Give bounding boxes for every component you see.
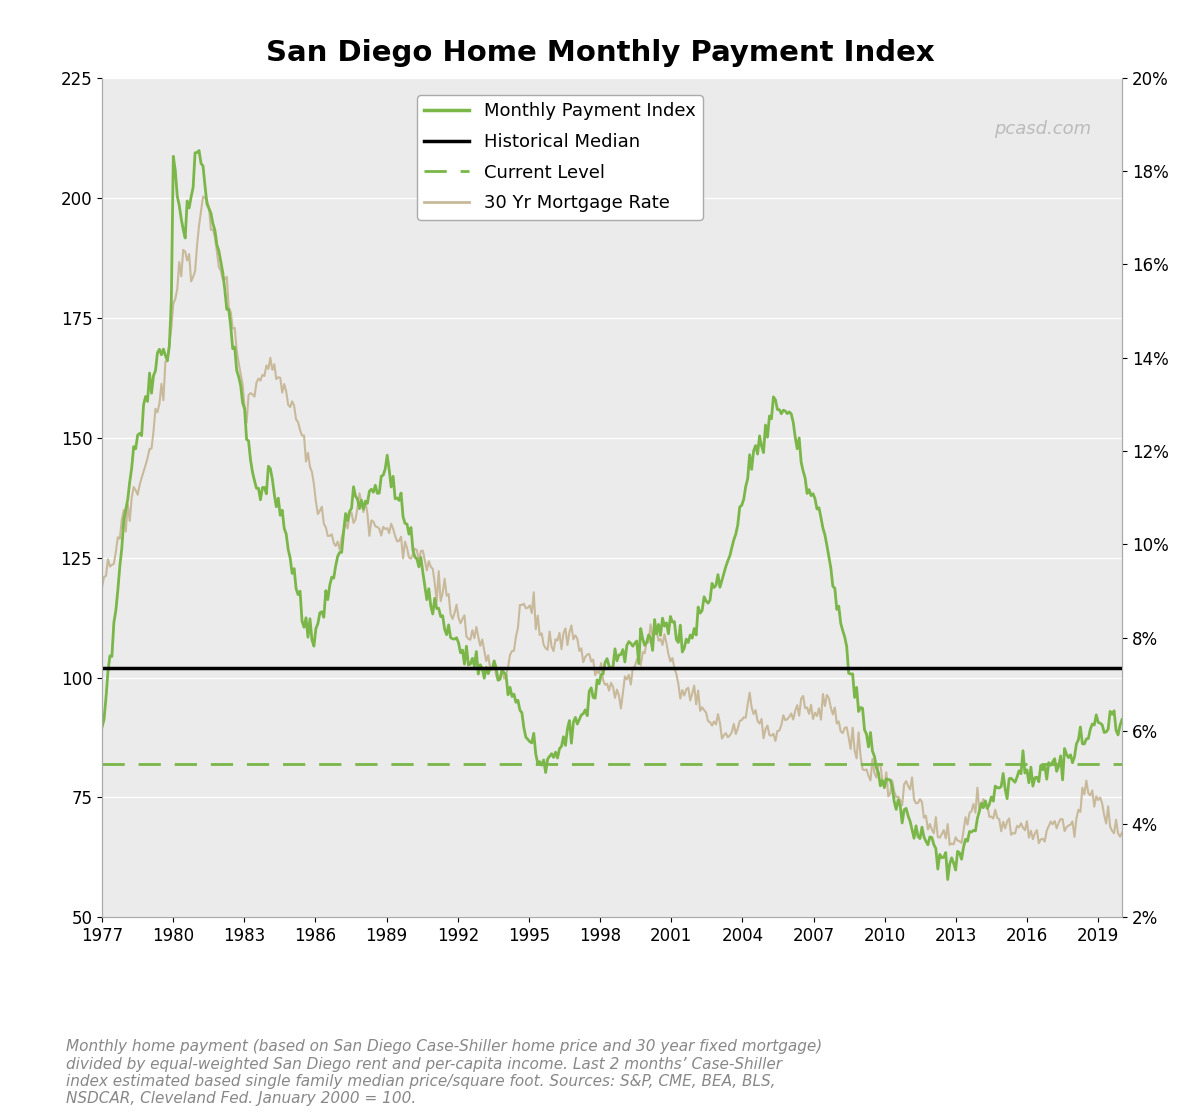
Legend: Monthly Payment Index, Historical Median, Current Level, 30 Yr Mortgage Rate: Monthly Payment Index, Historical Median…	[418, 96, 703, 220]
Text: San Diego Home Monthly Payment Index: San Diego Home Monthly Payment Index	[265, 39, 935, 67]
Text: pcasd.com: pcasd.com	[995, 120, 1092, 138]
Text: Monthly home payment (based on San Diego Case-Shiller home price and 30 year fix: Monthly home payment (based on San Diego…	[66, 1040, 822, 1106]
